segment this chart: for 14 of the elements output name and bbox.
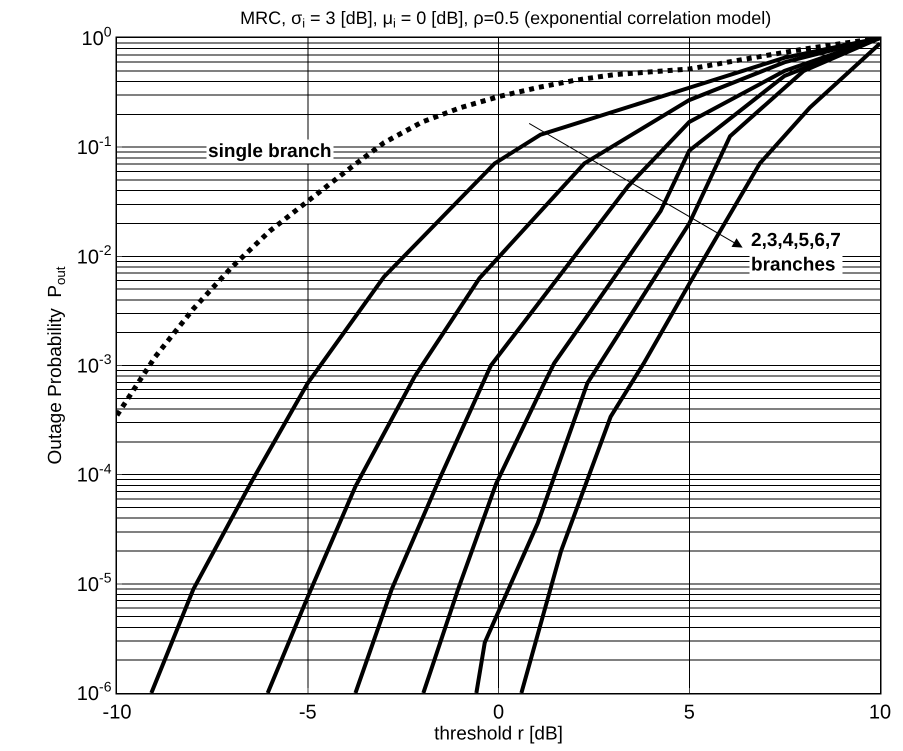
y-tick-label: 10$^{-2}$ xyxy=(76,242,112,268)
y-tick-label: 10$^{-5}$ xyxy=(76,569,112,596)
x-tick-label: 5 xyxy=(684,702,695,724)
x-tick-label: 0 xyxy=(492,702,504,724)
x-tick-label: -5 xyxy=(298,702,317,724)
annotation: 2,3,4,5,6,7 branches xyxy=(751,230,841,276)
y-tick-label: 10$^{-1}$ xyxy=(76,132,112,160)
x-axis-title: threshold r [dB] xyxy=(434,724,563,744)
chart-title: MRC, σ$_{i}$ = 3 [dB], μ$_{i}$ = 0 [dB], ρ=0.5 (exponential correlation model) xyxy=(240,8,772,31)
x-tick-label: 10 xyxy=(868,702,892,724)
y-tick-label: 10$^{0}$ xyxy=(81,24,112,50)
annotation: single branch xyxy=(208,141,332,162)
y-tick-label: 10$^{-3}$ xyxy=(76,351,112,378)
y-tick-label: 10$^{-4}$ xyxy=(76,460,112,487)
